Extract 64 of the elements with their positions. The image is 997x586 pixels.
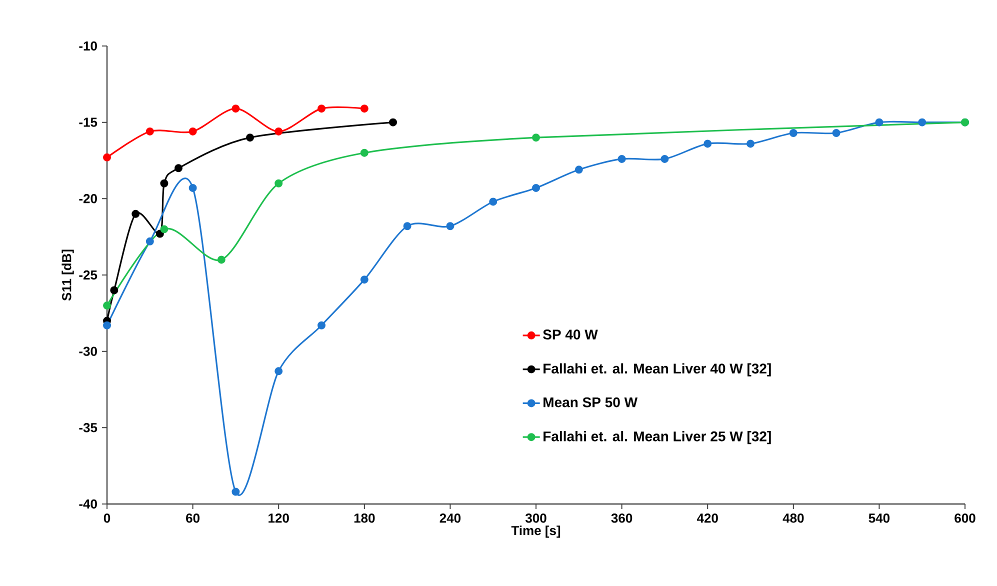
x-axis-title: Time [s]	[511, 526, 560, 538]
point	[318, 321, 326, 330]
point	[660, 154, 669, 163]
point	[389, 118, 398, 126]
point	[160, 225, 168, 234]
y-axis-title: S11 [dB]	[62, 250, 74, 301]
point	[360, 104, 368, 113]
point	[532, 134, 540, 142]
y-tick-label: -30	[79, 346, 97, 356]
y-tick-label: -35	[79, 423, 98, 432]
legend-label: Fallahi et. al. Mean Liver 25 W [32]	[544, 431, 771, 444]
point	[217, 256, 226, 264]
x-tick-label: 60	[186, 514, 200, 523]
x-tick-label: 480	[782, 514, 804, 523]
x-tick-label: 120	[268, 514, 289, 523]
x-tick-label: 180	[354, 514, 375, 523]
point	[103, 302, 112, 310]
x-tick-label: 0	[104, 514, 110, 523]
x-tick-label: 600	[954, 514, 976, 523]
point	[489, 198, 498, 206]
point	[274, 179, 283, 188]
point	[274, 127, 283, 136]
y-tick-label: -25	[79, 270, 98, 280]
point	[188, 184, 197, 192]
x-tick-label: 360	[611, 514, 632, 523]
point	[232, 488, 240, 496]
x-tick-label: 300	[525, 514, 546, 523]
point	[360, 276, 368, 284]
point	[832, 129, 840, 138]
y-tick-label: -10	[79, 41, 97, 51]
y-tick-label: -20	[79, 194, 97, 204]
x-tick-label: 240	[440, 514, 461, 523]
point	[789, 129, 798, 138]
y-tick-label: -40	[79, 499, 97, 509]
point	[132, 210, 140, 218]
point	[103, 153, 112, 162]
point	[274, 367, 283, 376]
point	[246, 134, 254, 142]
point	[875, 118, 884, 126]
point	[618, 154, 626, 163]
point	[146, 237, 154, 246]
x-tick-label: 420	[696, 514, 718, 523]
point	[532, 184, 540, 192]
legend-label: Mean SP 50 W	[544, 397, 638, 408]
point	[160, 179, 168, 188]
point	[403, 222, 412, 230]
point	[188, 127, 197, 136]
x-tick-label: 540	[868, 514, 890, 523]
point	[918, 118, 926, 126]
point	[146, 127, 154, 136]
y-tick-label: -15	[79, 118, 98, 127]
point	[446, 222, 454, 230]
legend-label: SP 40 W	[543, 330, 598, 340]
point	[318, 104, 326, 113]
point	[156, 230, 164, 238]
point	[232, 104, 240, 113]
point	[174, 164, 183, 172]
point	[360, 148, 368, 157]
point	[110, 286, 118, 294]
point	[704, 140, 712, 148]
point	[574, 166, 583, 174]
point	[103, 321, 112, 330]
legend-label: Fallahi et. al. Mean Liver 40 W [32]	[544, 363, 771, 376]
point	[746, 140, 755, 148]
